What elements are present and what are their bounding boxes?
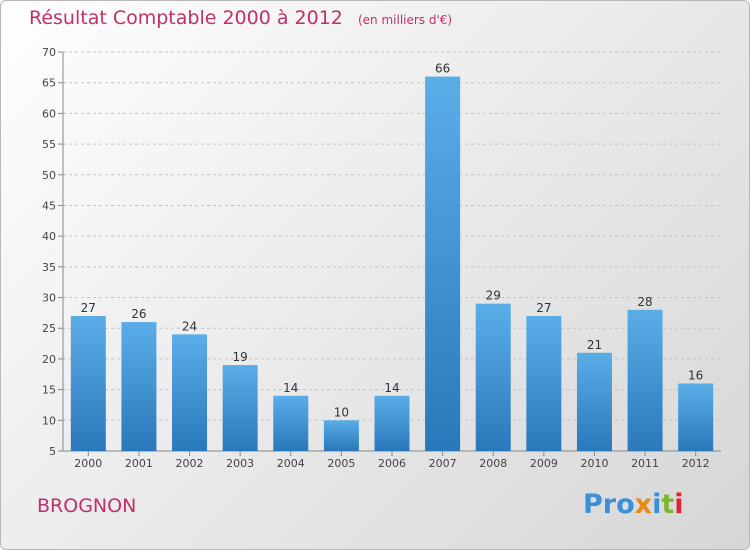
bar-2002 — [172, 334, 208, 451]
bar-2001 — [121, 322, 157, 451]
x-tick-label: 2001 — [125, 457, 153, 470]
y-tick-label: 10 — [42, 414, 56, 427]
y-tick-label: 55 — [42, 138, 56, 151]
data-label: 14 — [384, 381, 399, 395]
x-tick-label: 2010 — [580, 457, 608, 470]
data-label: 24 — [182, 319, 197, 333]
y-tick-label: 15 — [42, 384, 56, 397]
y-tick-label: 70 — [42, 46, 56, 59]
bar-2004 — [273, 395, 309, 451]
x-tick-label: 2012 — [682, 457, 710, 470]
bar-2006 — [374, 395, 410, 451]
x-tick-label: 2002 — [176, 457, 204, 470]
logo-part-i1: i — [652, 489, 662, 520]
bar-2007 — [425, 76, 461, 452]
chart-title-text: Résultat Comptable 2000 à 2012 — [29, 7, 343, 29]
city-name: BROGNON — [37, 495, 137, 517]
bars — [70, 76, 714, 452]
x-tick-label: 2005 — [327, 457, 355, 470]
bar-2012 — [678, 383, 714, 451]
y-tick-label: 30 — [42, 292, 56, 305]
chart-title: Résultat Comptable 2000 à 2012 (en milli… — [29, 7, 452, 29]
logo-part-x: x — [634, 489, 653, 520]
y-tick-label: 45 — [42, 199, 56, 212]
data-label: 19 — [233, 350, 248, 364]
y-tick-label: 35 — [42, 261, 56, 274]
y-tick-label: 40 — [42, 230, 56, 243]
logo-part-pro: Pro — [583, 489, 635, 520]
logo-part-t: t — [661, 489, 675, 520]
data-label: 27 — [81, 301, 96, 315]
y-tick-label: 60 — [42, 107, 56, 120]
bar-2011 — [627, 309, 663, 451]
data-labels: 27 26 24 19 14 10 14 66 29 27 21 28 16 — [81, 62, 704, 420]
bar-2005 — [323, 420, 359, 451]
x-tick-label: 2008 — [479, 457, 507, 470]
y-tick-label: 50 — [42, 169, 56, 182]
data-label: 21 — [587, 338, 602, 352]
x-tick-label: 2000 — [74, 457, 102, 470]
x-tick-label: 2009 — [530, 457, 558, 470]
y-tick-label: 25 — [42, 322, 56, 335]
data-label: 28 — [637, 295, 652, 309]
data-label: 26 — [131, 307, 146, 321]
x-tick-label: 2011 — [631, 457, 659, 470]
y-tick-label: 65 — [42, 77, 56, 90]
data-label: 16 — [688, 368, 703, 382]
bar-2009 — [526, 315, 562, 451]
x-tick-label: 2007 — [429, 457, 457, 470]
data-label: 14 — [283, 381, 298, 395]
logo-part-i2: i — [674, 489, 684, 520]
data-label: 27 — [536, 301, 551, 315]
data-label: 66 — [435, 62, 450, 76]
x-tick-label: 2003 — [226, 457, 254, 470]
data-label: 10 — [334, 405, 349, 419]
bar-2008 — [475, 303, 511, 451]
y-tick-label: 20 — [42, 353, 56, 366]
x-tick-label: 2004 — [277, 457, 305, 470]
data-label: 29 — [486, 289, 501, 303]
bar-2010 — [576, 352, 612, 451]
chart-unit-label: (en milliers d'€) — [357, 13, 453, 27]
bar-2003 — [222, 365, 258, 451]
y-tick-label: 5 — [49, 445, 56, 458]
proxiti-logo: Proxiti — [583, 489, 684, 520]
bar-2000 — [70, 315, 106, 451]
x-tick-label: 2006 — [378, 457, 406, 470]
